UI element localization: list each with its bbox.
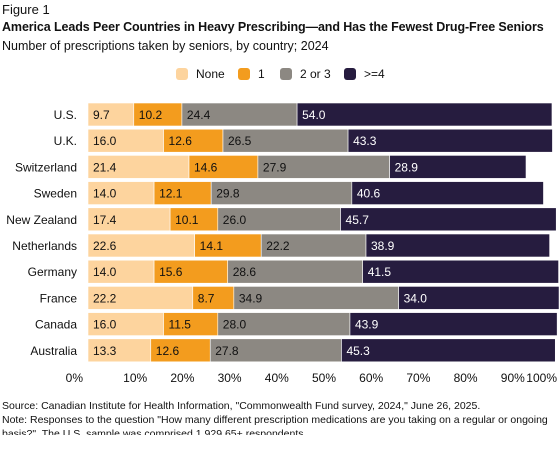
legend-swatch-none [176,68,188,80]
category-label-u-k: U.K. [54,134,77,148]
chart-title: America Leads Peer Countries in Heavy Pr… [2,20,544,34]
data-label-australia-none: 13.3 [93,344,117,358]
category-label-new-zealand: New Zealand [6,213,77,227]
data-label-sweden-one: 12.1 [159,187,183,201]
x-tick-label-90: 90% [501,371,525,385]
chart-subtitle: Number of prescriptions taken by seniors… [2,39,329,53]
x-tick-label-20: 20% [170,371,194,385]
data-label-australia-four-plus: 45.3 [346,344,370,358]
data-label-u-s-four-plus: 54.0 [302,108,326,122]
data-label-new-zealand-one: 10.1 [175,213,199,227]
legend-label-two-or-three: 2 or 3 [300,67,331,81]
legend-item-none: None [176,66,225,82]
source-note: Source: Canadian Institute for Health In… [2,400,481,412]
data-label-france-none: 22.2 [93,291,117,305]
data-label-canada-none: 16.0 [93,318,117,332]
data-label-new-zealand-four-plus: 45.7 [346,213,370,227]
legend-swatch-four-plus [344,68,356,80]
x-tick-label-40: 40% [265,371,289,385]
category-label-germany: Germany [28,265,77,279]
data-label-switzerland-none: 21.4 [93,160,117,174]
bar-segment-france-four-plus [398,286,560,310]
bar-segment-u-k-four-plus [347,128,553,153]
data-label-u-k-none: 16.0 [93,134,117,148]
chart-legend: None 1 2 or 3 >=4 [0,66,560,82]
data-label-australia-one: 12.6 [156,344,180,358]
figure-label: Figure 1 [2,2,50,17]
data-label-u-k-four-plus: 43.3 [353,134,377,148]
bar-segment-netherlands-four-plus [365,233,550,258]
data-label-germany-none: 14.0 [93,265,117,279]
data-label-netherlands-one: 14.1 [200,239,224,253]
data-label-switzerland-two-or-three: 27.9 [263,160,287,174]
data-label-canada-two-or-three: 28.0 [223,318,247,332]
legend-label-none: None [196,67,225,81]
data-label-u-s-two-or-three: 24.4 [187,108,211,122]
data-label-france-four-plus: 34.0 [404,291,428,305]
bar-segment-u-s-four-plus [296,102,553,127]
data-label-sweden-two-or-three: 29.8 [216,187,240,201]
data-label-u-k-two-or-three: 26.5 [228,134,252,148]
data-label-new-zealand-none: 17.4 [93,213,117,227]
footnotes: Source: Canadian Institute for Health In… [2,399,554,435]
data-label-switzerland-one: 14.6 [194,160,218,174]
data-label-netherlands-none: 22.6 [93,239,117,253]
data-label-new-zealand-two-or-three: 26.0 [223,213,247,227]
data-label-netherlands-four-plus: 38.9 [371,239,395,253]
data-label-france-two-or-three: 34.9 [239,291,263,305]
x-tick-label-50: 50% [312,371,336,385]
category-label-france: France [40,291,78,305]
x-tick-label-100: 100% [526,371,557,385]
x-tick-label-30: 30% [218,371,242,385]
x-tick-label-0: 0% [66,371,84,385]
data-label-sweden-four-plus: 40.6 [357,187,381,201]
data-label-netherlands-two-or-three: 22.2 [266,239,290,253]
data-label-australia-two-or-three: 27.8 [215,344,239,358]
bar-segment-canada-four-plus [349,312,558,336]
legend-label-four-plus: >=4 [364,67,385,81]
bar-segment-switzerland-four-plus [389,155,527,179]
data-label-germany-one: 15.6 [159,265,183,279]
category-label-u-s: U.S. [54,108,77,122]
legend-swatch-two-or-three [280,68,292,80]
bar-segment-australia-four-plus [341,338,556,363]
data-label-u-k-one: 12.6 [169,134,193,148]
data-label-germany-two-or-three: 28.6 [233,265,257,279]
bar-segment-new-zealand-four-plus [340,207,557,232]
category-label-australia: Australia [30,344,77,358]
data-label-france-one: 8.7 [198,291,215,305]
legend-item-one: 1 [238,66,265,82]
category-label-sweden: Sweden [34,187,77,201]
data-label-u-s-one: 10.2 [139,108,163,122]
data-label-canada-one: 11.5 [169,318,192,332]
data-label-canada-four-plus: 43.9 [355,318,379,332]
x-tick-label-80: 80% [454,371,478,385]
legend-item-two-or-three: 2 or 3 [280,66,331,82]
bar-segment-sweden-four-plus [351,181,544,205]
category-label-canada: Canada [35,318,77,332]
x-tick-label-60: 60% [359,371,383,385]
bar-segment-germany-four-plus [362,259,559,284]
data-label-switzerland-four-plus: 28.9 [395,160,419,174]
legend-label-one: 1 [258,67,265,81]
data-label-germany-four-plus: 41.5 [368,265,392,279]
x-tick-label-70: 70% [406,371,430,385]
category-label-netherlands: Netherlands [12,239,77,253]
data-label-sweden-none: 14.0 [93,187,117,201]
x-tick-label-10: 10% [123,371,147,385]
legend-item-four-plus: >=4 [344,66,385,82]
question-note: Note: Responses to the question "How man… [2,414,548,435]
data-label-u-s-none: 9.7 [93,108,110,122]
legend-swatch-one [238,68,250,80]
category-label-switzerland: Switzerland [15,160,77,174]
